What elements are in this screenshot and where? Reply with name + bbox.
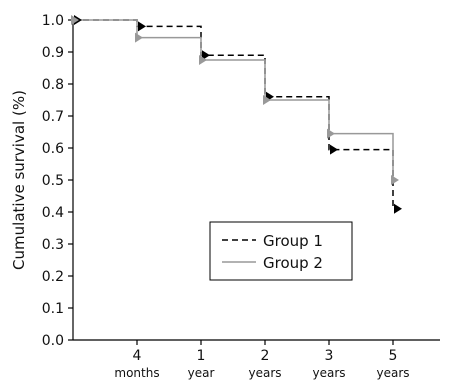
x-tick-label: 1 <box>197 348 206 364</box>
y-axis: 0.0 0.1 0.2 0.3 0.4 0.5 0.6 0.7 0.8 0.9 1.0 <box>42 13 74 349</box>
x-tick-label: 5 <box>389 348 398 364</box>
x-tick-sublabel: years <box>248 366 281 380</box>
y-ticks: 0.0 0.1 0.2 0.3 0.4 0.5 0.6 0.7 0.8 0.9 1.0 <box>42 13 73 349</box>
y-tick-label: 0.1 <box>42 301 64 317</box>
y-tick-label: 0.3 <box>42 237 64 253</box>
x-tick-sublabel: years <box>312 366 345 380</box>
y-tick-label: 0.6 <box>42 141 64 157</box>
x-tick-sublabel: months <box>114 366 159 380</box>
x-tick-sublabel: years <box>376 366 409 380</box>
x-tick-label: 2 <box>261 348 270 364</box>
y-tick-label: 0.7 <box>42 109 64 125</box>
series-marker-group2 <box>263 95 271 105</box>
x-tick-label: 4 <box>133 348 142 364</box>
series-marker-group1 <box>394 203 402 214</box>
y-tick-label: 0.8 <box>42 77 64 93</box>
y-axis-title: Cumulative survival (%) <box>10 90 28 270</box>
series-marker-group1 <box>330 144 338 155</box>
legend-group2-label: Group 2 <box>263 254 323 272</box>
legend-box <box>209 221 353 281</box>
series-line-group1 <box>73 19 394 209</box>
marker-layer <box>71 15 402 214</box>
series-layer <box>73 19 394 209</box>
x-axis: 4 months 1 year 2 years 3 years 5 years <box>73 339 440 380</box>
y-tick-label: 1.0 <box>42 13 64 29</box>
x-ticks: 4 months 1 year 2 years 3 years 5 years <box>114 340 410 380</box>
x-tick-label: 3 <box>325 348 334 364</box>
y-tick-label: 0.2 <box>42 269 64 285</box>
series-marker-group2 <box>391 175 399 185</box>
y-tick-label: 0.0 <box>42 333 64 349</box>
series-line-group2 <box>73 19 394 180</box>
y-tick-label: 0.5 <box>42 173 64 189</box>
series-marker-group2 <box>199 55 207 65</box>
legend: Group 1 Group 2 <box>209 221 353 281</box>
x-tick-sublabel: year <box>188 366 215 380</box>
y-tick-label: 0.4 <box>42 205 64 221</box>
series-marker-group2 <box>71 15 79 25</box>
series-marker-group1 <box>138 21 146 32</box>
legend-group1-label: Group 1 <box>263 232 323 250</box>
series-marker-group2 <box>327 128 335 139</box>
y-tick-label: 0.9 <box>42 45 64 61</box>
series-marker-group1 <box>202 50 210 61</box>
series-marker-group2 <box>135 32 143 43</box>
